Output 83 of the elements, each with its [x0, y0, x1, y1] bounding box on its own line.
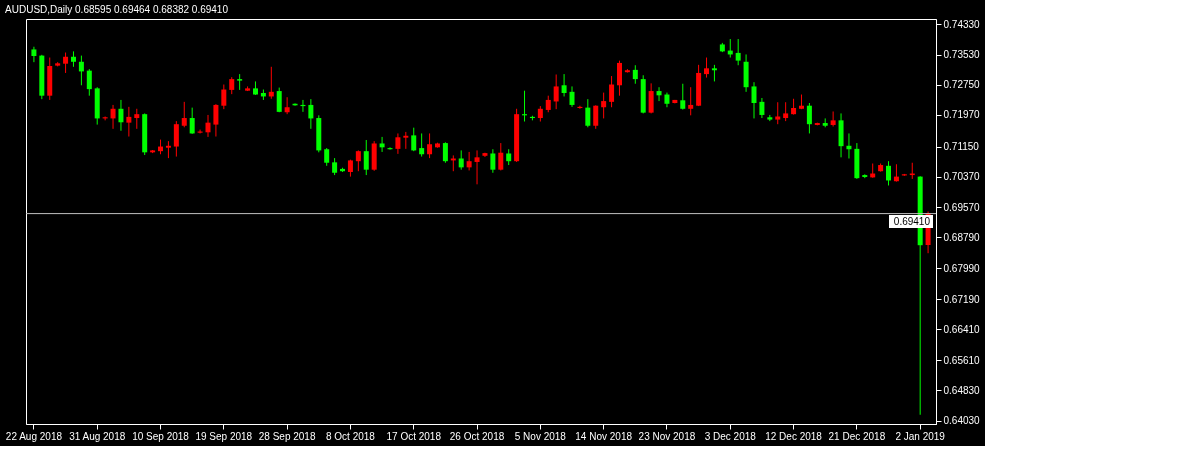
candlestick — [648, 82, 654, 114]
x-tick-label: 3 Dec 2018 — [704, 430, 757, 442]
x-tick-label: 12 Dec 2018 — [765, 430, 823, 442]
candlestick — [751, 81, 757, 119]
candlestick — [601, 92, 607, 119]
candlestick — [616, 60, 622, 97]
candlestick — [173, 120, 179, 158]
x-tick-label: 10 Sep 2018 — [132, 430, 190, 442]
y-tick-label: 0.74330 — [943, 18, 981, 30]
x-tick-label: 21 Dec 2018 — [828, 430, 886, 442]
candlestick — [118, 99, 124, 132]
candlestick — [78, 55, 84, 86]
candlestick — [63, 52, 69, 74]
x-tick-label: 14 Nov 2018 — [575, 430, 633, 442]
candlestick — [284, 96, 290, 115]
candlestick — [553, 73, 559, 110]
y-tick-label: 0.71150 — [943, 141, 980, 153]
x-tick-label: 17 Oct 2018 — [386, 430, 442, 442]
y-tick-label: 0.73530 — [943, 49, 981, 61]
candlestick — [632, 64, 638, 85]
candlestick — [189, 107, 195, 135]
y-tick-label: 0.71970 — [943, 109, 981, 121]
candlestick — [442, 141, 448, 164]
candlestick — [474, 149, 480, 185]
candlestick — [205, 114, 211, 138]
candlestick — [569, 85, 575, 108]
y-tick-label: 0.67190 — [943, 293, 981, 305]
candlestick — [458, 149, 464, 171]
x-tick-label: 28 Sep 2018 — [258, 430, 316, 442]
candlestick — [735, 38, 741, 66]
candlestick — [213, 103, 219, 138]
x-tick-label: 8 Oct 2018 — [325, 430, 376, 442]
y-tick-label: 0.65610 — [943, 354, 981, 366]
y-tick-label: 0.72750 — [943, 79, 981, 91]
candlestick — [395, 132, 401, 155]
candlestick — [276, 87, 282, 113]
x-tick-label: 31 Aug 2018 — [69, 430, 126, 442]
chart-title: AUDUSD,Daily 0.68595 0.69464 0.68382 0.69410 — [5, 4, 229, 15]
candlestick — [609, 75, 615, 108]
candlestick — [355, 149, 361, 172]
candlestick — [783, 101, 789, 122]
x-tick-label: 26 Oct 2018 — [449, 430, 505, 442]
y-tick-label: 0.66410 — [943, 323, 981, 335]
candlestick — [688, 86, 694, 116]
candlestick — [379, 136, 385, 153]
x-tick-label: 19 Sep 2018 — [195, 430, 253, 442]
candlestick — [126, 106, 132, 138]
y-tick-label: 0.70370 — [943, 171, 981, 183]
candlestick — [830, 110, 836, 128]
x-tick-label: 2 Jan 2019 — [895, 430, 946, 442]
candlestick — [86, 68, 92, 97]
x-tick-label: 5 Nov 2018 — [514, 430, 567, 442]
y-tick-label: 0.64830 — [943, 384, 981, 396]
candlestick — [221, 84, 227, 110]
x-tick-label: 22 Aug 2018 — [5, 430, 63, 442]
y-tick-label: 0.69570 — [943, 201, 981, 213]
candlestick — [759, 97, 765, 119]
candlestick — [411, 127, 417, 152]
candlestick — [585, 98, 591, 128]
candlestick — [427, 132, 433, 159]
candlestick — [886, 160, 892, 186]
y-tick-label: 0.67990 — [943, 262, 981, 274]
candlestick — [704, 57, 710, 79]
candlestick — [110, 104, 116, 130]
ref-line-label: 0.69410 — [893, 215, 931, 227]
candlestick — [308, 98, 314, 130]
candlestick — [490, 148, 496, 174]
candlestick — [656, 86, 662, 102]
candlestick — [561, 73, 567, 97]
candlestick — [466, 151, 472, 171]
candlestick — [775, 101, 781, 125]
candlestick — [363, 139, 369, 176]
candlestick — [593, 104, 599, 130]
candlestick — [419, 132, 425, 158]
y-tick-label: 0.68790 — [943, 231, 981, 243]
y-tick-label: 0.64030 — [943, 415, 981, 427]
x-tick-label: 23 Nov 2018 — [638, 430, 696, 442]
candlestick — [31, 46, 37, 63]
candlestick — [134, 108, 140, 130]
candlestick — [498, 142, 504, 171]
candlestick — [806, 102, 812, 134]
candlestick — [680, 83, 686, 111]
candlestick — [181, 101, 187, 128]
